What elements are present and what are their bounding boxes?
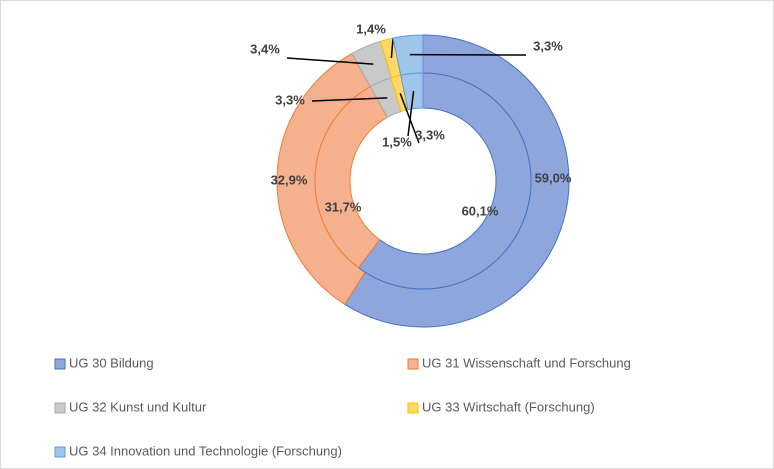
leader-line [311, 97, 388, 102]
leader-line [286, 57, 374, 65]
legend-label: UG 31 Wissenschaft und Forschung [422, 355, 631, 370]
data-label: 60,1% [462, 203, 499, 218]
data-label: 3,3% [533, 38, 563, 53]
legend-label: UG 33 Wirtschaft (Forschung) [422, 399, 595, 414]
legend-swatch [54, 402, 66, 414]
leader-line [390, 37, 394, 59]
donut-slice [357, 72, 532, 290]
legend-swatch [407, 402, 419, 414]
donut-slice [400, 72, 424, 111]
leader-line [407, 90, 415, 137]
data-label: 3,3% [415, 127, 445, 142]
data-label: 1,5% [382, 134, 412, 149]
legend-swatch [407, 358, 419, 370]
data-label: 3,3% [275, 92, 305, 107]
data-label: 31,7% [325, 199, 362, 214]
legend-label: UG 32 Kunst und Kultur [69, 399, 207, 414]
data-label: 3,4% [250, 41, 280, 56]
legend-label: UG 30 Bildung [69, 355, 154, 370]
data-label: 59,0% [535, 170, 572, 185]
data-label: 32,9% [271, 172, 308, 187]
legend-swatch [54, 358, 66, 370]
legend-label: UG 34 Innovation und Technologie (Forsch… [69, 443, 342, 458]
data-label: 1,4% [356, 21, 386, 36]
legend-swatch [54, 446, 66, 458]
